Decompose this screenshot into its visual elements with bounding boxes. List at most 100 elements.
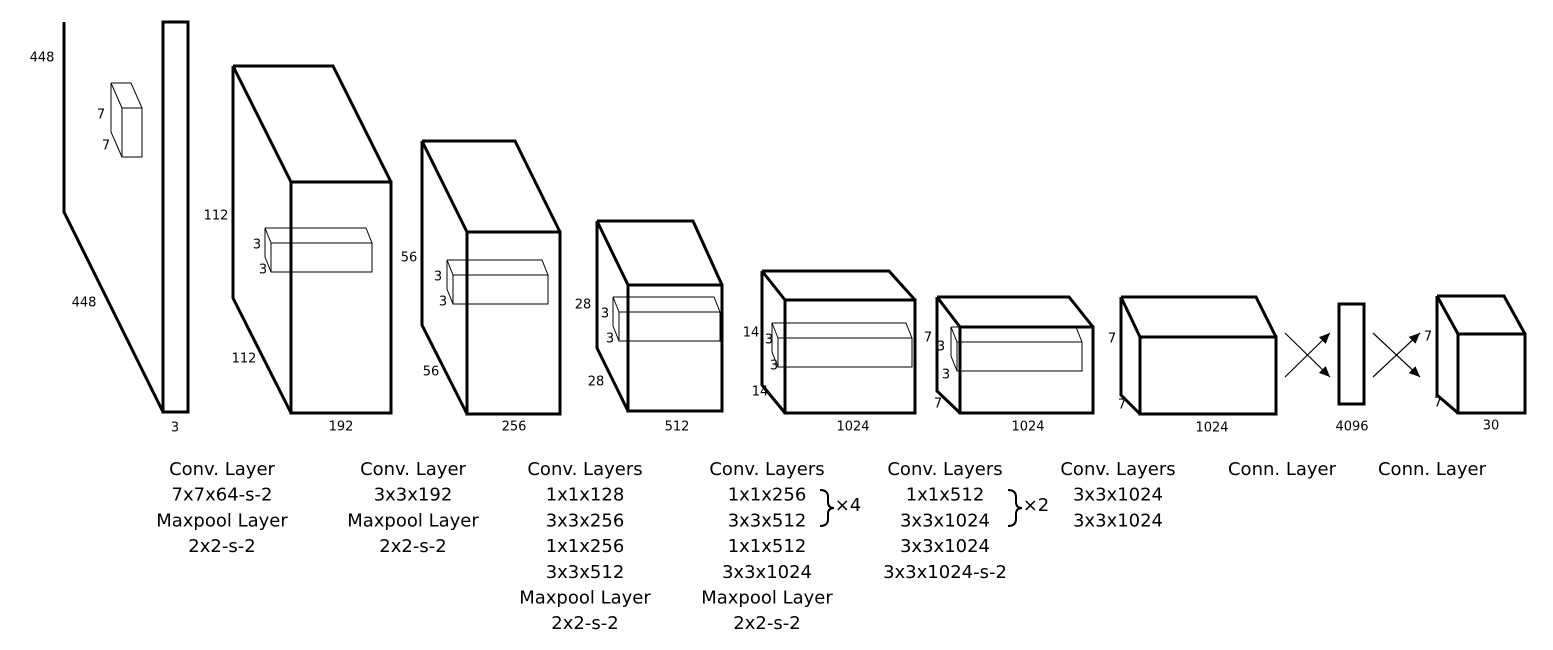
kernel-front bbox=[452, 274, 549, 305]
layer-caption: Conv. Layers bbox=[709, 459, 824, 480]
dimension-label: 1024 bbox=[1011, 420, 1044, 435]
kernel-front bbox=[956, 341, 1083, 372]
layer-caption: Maxpool Layer bbox=[519, 588, 651, 609]
layer-caption: 2x2-s-2 bbox=[551, 613, 618, 634]
volume-edges bbox=[231, 64, 393, 414]
kernel-edges bbox=[264, 227, 373, 273]
layer-caption: 3x3x1024 bbox=[900, 536, 990, 557]
dimension-label: 7 bbox=[1108, 332, 1116, 347]
layer-caption: Maxpool Layer bbox=[701, 588, 833, 609]
dimension-label: 7 bbox=[1424, 330, 1432, 345]
dimension-label: 7 bbox=[97, 108, 105, 123]
dimension-label: 1024 bbox=[1195, 421, 1228, 436]
volume-edges bbox=[935, 295, 1095, 415]
kernel-front bbox=[270, 242, 373, 273]
dimension-label: 3 bbox=[937, 340, 945, 355]
dimension-label: 7 bbox=[102, 139, 110, 154]
dimension-label: 7 bbox=[1434, 396, 1442, 411]
fc-arrows bbox=[1284, 332, 1421, 378]
repeat-count: ×4 bbox=[835, 495, 862, 516]
layer-caption: 2x2-s-2 bbox=[188, 536, 255, 557]
dimension-label: 14 bbox=[752, 385, 769, 400]
volume-edges bbox=[62, 22, 165, 413]
kernel-edges bbox=[612, 296, 721, 342]
fc-vector bbox=[1337, 302, 1366, 406]
volume-edges bbox=[1435, 294, 1527, 415]
dimension-label: 3 bbox=[601, 307, 609, 322]
dimension-label: 192 bbox=[329, 420, 354, 435]
dimension-label: 3 bbox=[253, 238, 261, 253]
volume-edges bbox=[595, 219, 724, 412]
layer-caption: Conn. Layer bbox=[1228, 459, 1337, 480]
kernel-edges bbox=[771, 322, 913, 368]
volume-front bbox=[626, 283, 724, 413]
volume-front bbox=[1456, 332, 1527, 415]
dimension-label: 512 bbox=[665, 420, 690, 435]
layer-caption: 3x3x512 bbox=[728, 510, 807, 531]
kernel-edges bbox=[446, 259, 549, 305]
layer-caption: 3x3x192 bbox=[374, 485, 453, 506]
layer-caption: 3x3x1024 bbox=[900, 510, 990, 531]
volume-front bbox=[1138, 335, 1278, 416]
dimension-label: 3 bbox=[434, 270, 442, 285]
dimension-label: 256 bbox=[502, 420, 527, 435]
dimension-label: 28 bbox=[575, 298, 592, 313]
dimension-label: 3 bbox=[259, 263, 267, 278]
layer-caption: Conv. Layer bbox=[169, 459, 275, 480]
dimension-label: 3 bbox=[770, 359, 778, 374]
layer-caption: 3x3x512 bbox=[546, 562, 625, 583]
volume-edges bbox=[420, 139, 562, 415]
dimension-label: 4096 bbox=[1335, 420, 1368, 435]
layer-caption: Maxpool Layer bbox=[156, 510, 288, 531]
volume-edges bbox=[760, 269, 917, 414]
kernel-edges bbox=[110, 82, 143, 158]
layer-caption: 1x1x256 bbox=[546, 536, 625, 557]
dimension-label: 7 bbox=[924, 331, 932, 346]
dimension-label: 56 bbox=[423, 365, 440, 380]
layer-caption: 1x1x512 bbox=[906, 485, 985, 506]
braces bbox=[819, 489, 1023, 527]
kernel-front bbox=[777, 337, 913, 368]
layer-caption: Conv. Layers bbox=[527, 459, 642, 480]
volume-front bbox=[465, 230, 562, 416]
layer-caption: Conn. Layer bbox=[1378, 459, 1487, 480]
layer-caption: 1x1x512 bbox=[728, 536, 807, 557]
layer-caption: 3x3x1024 bbox=[1073, 510, 1163, 531]
dimension-label: 3 bbox=[439, 295, 447, 310]
dimension-label: 3 bbox=[765, 333, 773, 348]
dimension-label: 3 bbox=[942, 368, 950, 383]
dimension-label: 3 bbox=[171, 421, 179, 436]
dimension-label: 28 bbox=[588, 375, 605, 390]
dimension-label: 112 bbox=[204, 209, 229, 224]
kernel-front bbox=[618, 311, 721, 342]
layer-caption: 3x3x256 bbox=[546, 510, 625, 531]
dimension-label: 1024 bbox=[836, 420, 869, 435]
layer-caption: 2x2-s-2 bbox=[379, 536, 446, 557]
dimension-label: 112 bbox=[232, 352, 257, 367]
layer-caption: 3x3x1024 bbox=[722, 562, 812, 583]
volume-front bbox=[783, 298, 917, 415]
layer-caption: 2x2-s-2 bbox=[733, 613, 800, 634]
repeat-count: ×2 bbox=[1023, 495, 1050, 516]
layer-caption: Conv. Layers bbox=[1060, 459, 1175, 480]
dimension-label: 7 bbox=[1118, 398, 1126, 413]
volume-front bbox=[958, 325, 1095, 415]
dimension-label: 3 bbox=[606, 332, 614, 347]
layer-caption: 3x3x1024-s-2 bbox=[883, 562, 1007, 583]
kernel-front bbox=[121, 107, 143, 158]
layer-caption: Conv. Layer bbox=[360, 459, 466, 480]
layer-caption: 1x1x128 bbox=[546, 485, 625, 506]
volume-front bbox=[289, 180, 393, 415]
layer-caption: 1x1x256 bbox=[728, 485, 807, 506]
volume-edges bbox=[1119, 295, 1278, 416]
kernel-edges bbox=[950, 326, 1083, 372]
dimension-label: 56 bbox=[401, 251, 418, 266]
dimension-label: 14 bbox=[743, 326, 760, 341]
dimension-label: 448 bbox=[72, 296, 97, 311]
dimension-label: 7 bbox=[934, 397, 942, 412]
layer-caption: Conv. Layers bbox=[887, 459, 1002, 480]
volume-front bbox=[161, 20, 190, 414]
layer-caption: 3x3x1024 bbox=[1073, 485, 1163, 506]
dimension-label: 30 bbox=[1483, 419, 1500, 434]
